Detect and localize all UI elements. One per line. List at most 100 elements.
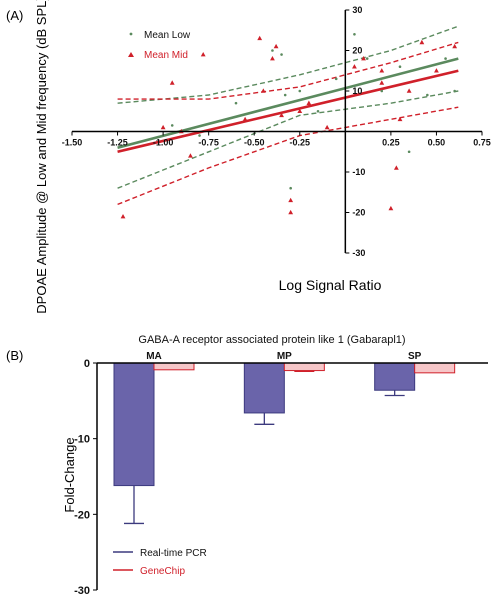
point-mid <box>120 213 126 219</box>
ci-band-line <box>117 41 459 100</box>
panel-a-label: (A) <box>6 8 23 23</box>
point-mid <box>406 88 412 93</box>
point-mid <box>288 197 294 203</box>
point-mid <box>273 43 279 49</box>
regression-line <box>117 57 459 149</box>
legend-label-low: Mean Low <box>144 30 191 41</box>
category-labels: MA MP SP <box>146 351 421 362</box>
y-tick-label: 10 <box>352 86 362 96</box>
point-mid <box>188 153 193 158</box>
point-low <box>234 101 238 105</box>
point-mid <box>434 68 439 73</box>
y-tick-label: 0 <box>84 358 90 370</box>
legend-label-chip: GeneChip <box>140 566 185 577</box>
point-mid <box>160 124 166 130</box>
point-mid <box>257 35 263 41</box>
bar <box>283 362 325 372</box>
point-mid <box>306 100 312 105</box>
y-tick-label: 20 <box>352 46 362 56</box>
point-mid <box>379 80 385 85</box>
point-mid <box>379 68 385 73</box>
point-low <box>407 150 411 154</box>
scatter-panel: (A) DPOAE Amplitude @ Low and Mid freque… <box>6 0 491 314</box>
x-axis-label-a: Log Signal Ratio <box>279 277 382 293</box>
point-low <box>398 65 402 68</box>
x-tick-label: 0.25 <box>382 138 400 148</box>
y-tick-label: -20 <box>352 208 365 218</box>
ci-band-line <box>117 90 459 189</box>
bar <box>374 362 416 391</box>
x-tick-label: 0.75 <box>473 138 491 148</box>
point-low <box>198 134 201 137</box>
y-tick-label: -10 <box>74 434 90 446</box>
point-mid <box>297 108 303 114</box>
y-tick-label: -10 <box>352 167 365 177</box>
x-tick-label: -0.75 <box>198 138 219 148</box>
point-low <box>289 186 292 190</box>
y-axis-label-a: DPOAE Amplitude @ Low and Mid frequency … <box>34 0 49 314</box>
y-tick-label: -30 <box>352 248 365 258</box>
point-low <box>453 89 456 93</box>
point-low <box>271 49 274 52</box>
x-tick-label: -1.25 <box>107 138 128 148</box>
chart-title-b: GABA-A receptor associated protein like … <box>138 334 405 346</box>
point-low <box>444 57 447 60</box>
point-low <box>316 109 320 113</box>
point-low <box>426 93 429 97</box>
point-mid <box>393 165 399 170</box>
y-tick-label: -20 <box>74 509 90 521</box>
point-mid <box>242 116 248 122</box>
bar <box>153 362 195 371</box>
point-mid <box>352 64 357 69</box>
x-tick-label: -0.25 <box>290 138 311 148</box>
legend-label-mid: Mean Mid <box>144 50 188 61</box>
ci-band-line <box>117 25 459 104</box>
regression-lines <box>117 57 459 154</box>
point-low <box>353 33 356 36</box>
point-low <box>334 77 338 81</box>
point-low <box>380 89 384 93</box>
regression-line <box>117 69 459 154</box>
point-mid <box>324 124 330 130</box>
point-low <box>365 57 369 60</box>
category-label: MA <box>146 351 162 362</box>
bar <box>113 362 155 487</box>
legend-marker-mid <box>128 52 134 57</box>
y-ticks-b: 0 -10 -20 -30 <box>74 358 97 597</box>
point-mid <box>397 116 403 122</box>
point-mid <box>279 112 284 118</box>
point-mid <box>169 80 175 85</box>
category-label: MP <box>277 351 292 362</box>
panel-b-label: (B) <box>6 348 23 363</box>
y-ticks-a: 30 20 10 -10 -20 -30 <box>345 5 365 258</box>
confidence-bands <box>117 25 459 206</box>
x-tick-label: -1.50 <box>62 138 83 148</box>
point-mid <box>270 56 275 61</box>
legend-b: Real-time PCR GeneChip <box>113 548 207 577</box>
point-mid <box>260 88 266 93</box>
legend-marker-low <box>129 32 133 36</box>
point-low <box>170 124 174 127</box>
legend-a: Mean Low Mean Mid <box>128 30 191 61</box>
point-low <box>283 93 287 97</box>
point-mid <box>288 209 294 215</box>
point-mid <box>452 43 458 49</box>
x-ticks-a: -1.50 -1.25 -1.00 -0.75 -0.50 -0.25 0.25 0.50 0.… <box>62 131 491 148</box>
bar <box>414 362 456 374</box>
bar <box>243 362 285 414</box>
point-low <box>280 53 283 56</box>
x-tick-label: -1.00 <box>153 138 174 148</box>
legend-label-pcr: Real-time PCR <box>140 548 207 559</box>
bar-panel: (B) GABA-A receptor associated protein l… <box>6 334 488 597</box>
category-label: SP <box>408 351 422 362</box>
y-tick-label: -30 <box>74 585 90 597</box>
y-axis-label-b: Fold-Change <box>62 437 77 512</box>
x-tick-label: -0.50 <box>244 138 265 148</box>
y-tick-label: 30 <box>352 5 362 15</box>
point-mid <box>419 39 425 45</box>
x-tick-label: 0.50 <box>428 138 446 148</box>
point-low <box>298 89 302 93</box>
point-mid <box>361 56 366 61</box>
bars <box>113 362 456 487</box>
